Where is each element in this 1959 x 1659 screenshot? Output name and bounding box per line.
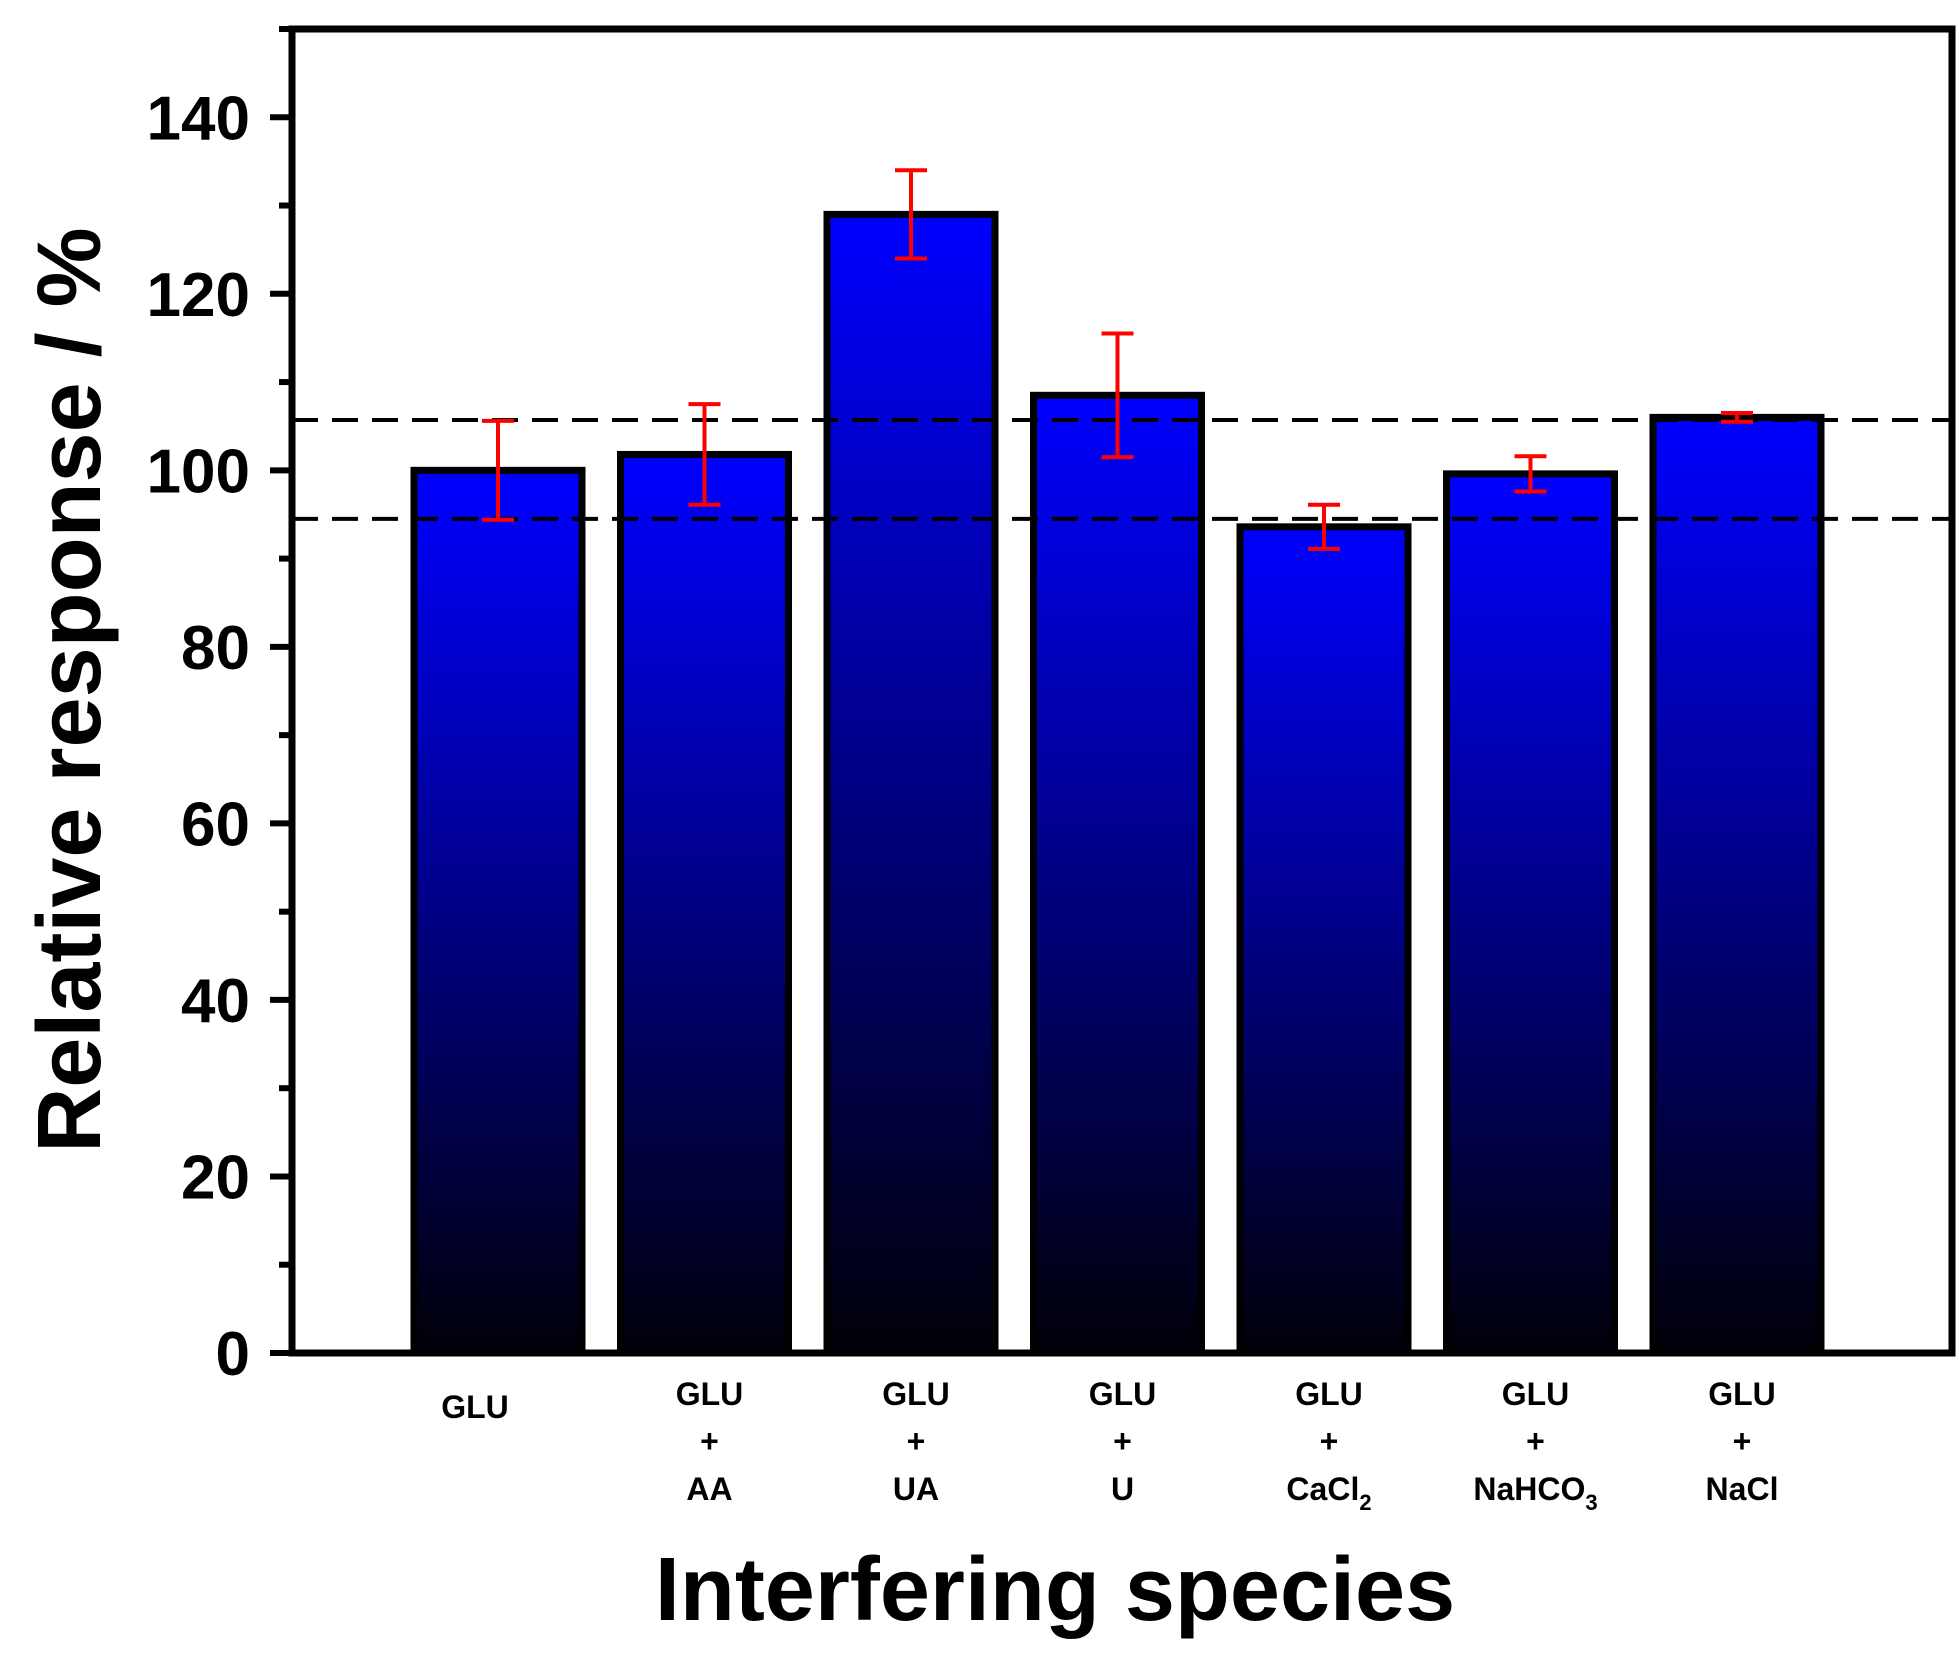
x-tick-label-line: GLU bbox=[882, 1376, 950, 1412]
bar-3 bbox=[1030, 391, 1205, 1357]
x-tick-label-line: CaCl2 bbox=[1286, 1471, 1371, 1515]
y-tick-label: 60 bbox=[181, 790, 250, 859]
x-tick-label-line: + bbox=[1320, 1423, 1339, 1459]
x-tick-label-4: GLU + CaCl2 bbox=[1286, 1376, 1371, 1515]
error-bar-4 bbox=[1308, 502, 1340, 551]
x-tick-label-3: GLU + U bbox=[1089, 1376, 1157, 1507]
x-tick-label-line: GLU bbox=[1089, 1376, 1157, 1412]
error-bars bbox=[482, 168, 1753, 551]
error-bar-5 bbox=[1514, 454, 1547, 494]
x-tick-label-line: + bbox=[700, 1423, 719, 1459]
x-tick-label-2: GLU + UA bbox=[882, 1376, 950, 1507]
plot-frame bbox=[288, 25, 1956, 1357]
y-tick-label: 20 bbox=[181, 1143, 250, 1212]
x-tick-label-0: GLU bbox=[441, 1389, 509, 1425]
x-tick-label-line: + bbox=[1526, 1423, 1545, 1459]
y-tick-label: 100 bbox=[147, 437, 250, 506]
x-tick-label-line: NaHCO3 bbox=[1473, 1471, 1597, 1515]
x-tick-label-line: GLU bbox=[1295, 1376, 1363, 1412]
x-tick-label-line: AA bbox=[686, 1471, 732, 1507]
bar-4 bbox=[1236, 523, 1412, 1357]
x-tick-label-line: + bbox=[1733, 1423, 1752, 1459]
y-tick-label: 140 bbox=[147, 84, 250, 153]
error-bar-0 bbox=[482, 418, 514, 522]
error-bar-6 bbox=[1721, 410, 1753, 424]
y-tick-label: 40 bbox=[181, 967, 250, 1036]
y-tick-label: 80 bbox=[181, 614, 250, 683]
bar-2 bbox=[823, 210, 999, 1357]
x-tick-label-6: GLU + NaCl bbox=[1706, 1376, 1779, 1507]
x-tick-label-line: GLU bbox=[676, 1376, 744, 1412]
y-tick-label: 0 bbox=[216, 1320, 250, 1389]
bar-6 bbox=[1649, 413, 1825, 1357]
x-axis-title: Interfering species bbox=[655, 1540, 1455, 1640]
x-tick-label-5: GLU + NaHCO3 bbox=[1473, 1376, 1597, 1515]
x-tick-label-line: U bbox=[1111, 1471, 1134, 1507]
x-tick-label-line: UA bbox=[893, 1471, 939, 1507]
x-axis-category-labels: GLU GLU+AAGLU+UAGLU+UGLU+CaCl2GLU+NaHCO3G… bbox=[441, 1376, 1778, 1515]
x-tick-label-1: GLU + AA bbox=[676, 1376, 744, 1507]
x-tick-label-line: GLU bbox=[441, 1389, 509, 1425]
reference-lines bbox=[292, 418, 1952, 521]
y-tick-label: 120 bbox=[147, 261, 250, 330]
x-tick-label-line: GLU bbox=[1502, 1376, 1570, 1412]
x-tick-label-subscript: 3 bbox=[1585, 1490, 1597, 1515]
y-axis-ticks: 0 20 40 60 80 100 120 140 bbox=[147, 26, 292, 1389]
x-tick-label-line: GLU bbox=[1708, 1376, 1776, 1412]
error-bar-2 bbox=[895, 168, 927, 261]
y-axis-title: Relative response / % bbox=[20, 227, 120, 1152]
x-tick-label-line: + bbox=[907, 1423, 926, 1459]
bar-0 bbox=[410, 466, 586, 1357]
bar-5 bbox=[1443, 470, 1618, 1357]
error-bar-1 bbox=[688, 402, 721, 507]
x-tick-label-line: NaCl bbox=[1706, 1471, 1779, 1507]
x-tick-label-subscript: 2 bbox=[1359, 1490, 1371, 1515]
x-tick-label-line: + bbox=[1113, 1423, 1132, 1459]
bar-1 bbox=[617, 450, 792, 1357]
error-bar-3 bbox=[1101, 331, 1134, 460]
